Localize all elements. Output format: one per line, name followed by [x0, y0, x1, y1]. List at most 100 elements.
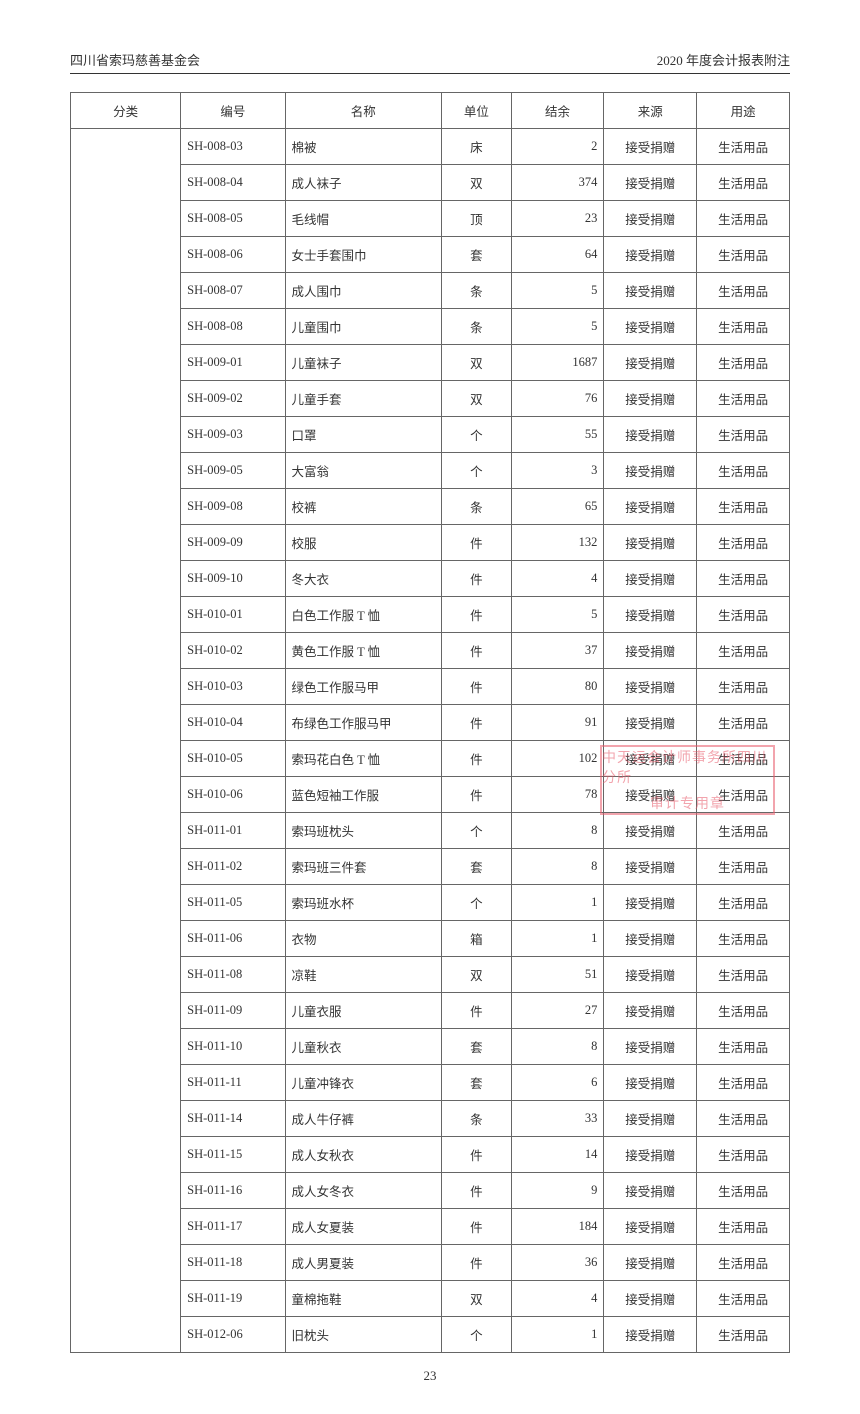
cell-name: 儿童袜子 — [285, 345, 442, 381]
cell-usage: 生活用品 — [697, 165, 790, 201]
cell-name: 冬大衣 — [285, 561, 442, 597]
cell-usage: 生活用品 — [697, 741, 790, 777]
cell-usage: 生活用品 — [697, 273, 790, 309]
cell-code: SH-011-10 — [181, 1029, 285, 1065]
cell-usage: 生活用品 — [697, 957, 790, 993]
cell-balance: 36 — [511, 1245, 604, 1281]
cell-usage: 生活用品 — [697, 705, 790, 741]
cell-balance: 91 — [511, 705, 604, 741]
cell-name: 校服 — [285, 525, 442, 561]
cell-balance: 5 — [511, 273, 604, 309]
cell-code: SH-011-05 — [181, 885, 285, 921]
cell-unit: 条 — [442, 489, 512, 525]
cell-usage: 生活用品 — [697, 669, 790, 705]
cell-balance: 1 — [511, 921, 604, 957]
cell-balance: 9 — [511, 1173, 604, 1209]
cell-usage: 生活用品 — [697, 597, 790, 633]
cell-code: SH-011-19 — [181, 1281, 285, 1317]
cell-unit: 个 — [442, 417, 512, 453]
cell-source: 接受捐赠 — [604, 165, 697, 201]
cell-source: 接受捐赠 — [604, 849, 697, 885]
cell-category — [71, 129, 181, 1353]
cell-unit: 件 — [442, 1137, 512, 1173]
table-header-row: 分类 编号 名称 单位 结余 来源 用途 — [71, 93, 790, 129]
cell-unit: 双 — [442, 165, 512, 201]
cell-name: 儿童衣服 — [285, 993, 442, 1029]
cell-source: 接受捐赠 — [604, 1137, 697, 1173]
cell-name: 成人袜子 — [285, 165, 442, 201]
cell-source: 接受捐赠 — [604, 237, 697, 273]
cell-balance: 51 — [511, 957, 604, 993]
cell-name: 成人围巾 — [285, 273, 442, 309]
cell-usage: 生活用品 — [697, 1209, 790, 1245]
cell-name: 成人女秋衣 — [285, 1137, 442, 1173]
cell-code: SH-011-08 — [181, 957, 285, 993]
cell-balance: 27 — [511, 993, 604, 1029]
cell-source: 接受捐赠 — [604, 381, 697, 417]
cell-code: SH-011-18 — [181, 1245, 285, 1281]
cell-name: 衣物 — [285, 921, 442, 957]
cell-unit: 床 — [442, 129, 512, 165]
cell-code: SH-009-02 — [181, 381, 285, 417]
cell-source: 接受捐赠 — [604, 705, 697, 741]
cell-source: 接受捐赠 — [604, 1317, 697, 1353]
cell-unit: 件 — [442, 669, 512, 705]
cell-usage: 生活用品 — [697, 1137, 790, 1173]
cell-source: 接受捐赠 — [604, 633, 697, 669]
cell-code: SH-011-17 — [181, 1209, 285, 1245]
cell-balance: 184 — [511, 1209, 604, 1245]
cell-unit: 个 — [442, 885, 512, 921]
cell-usage: 生活用品 — [697, 1029, 790, 1065]
cell-usage: 生活用品 — [697, 885, 790, 921]
cell-source: 接受捐赠 — [604, 345, 697, 381]
cell-name: 索玛班水杯 — [285, 885, 442, 921]
cell-unit: 双 — [442, 345, 512, 381]
cell-name: 儿童手套 — [285, 381, 442, 417]
cell-unit: 件 — [442, 777, 512, 813]
cell-balance: 1687 — [511, 345, 604, 381]
cell-source: 接受捐赠 — [604, 1173, 697, 1209]
header-right: 2020 年度会计报表附注 — [657, 50, 790, 69]
cell-unit: 箱 — [442, 921, 512, 957]
cell-usage: 生活用品 — [697, 525, 790, 561]
cell-source: 接受捐赠 — [604, 1245, 697, 1281]
cell-balance: 80 — [511, 669, 604, 705]
cell-usage: 生活用品 — [697, 921, 790, 957]
table-row: SH-008-03棉被床2接受捐赠生活用品 — [71, 129, 790, 165]
cell-unit: 件 — [442, 525, 512, 561]
cell-source: 接受捐赠 — [604, 777, 697, 813]
cell-code: SH-011-16 — [181, 1173, 285, 1209]
cell-source: 接受捐赠 — [604, 921, 697, 957]
cell-name: 绿色工作服马甲 — [285, 669, 442, 705]
cell-usage: 生活用品 — [697, 1173, 790, 1209]
cell-unit: 双 — [442, 381, 512, 417]
cell-unit: 件 — [442, 741, 512, 777]
cell-balance: 33 — [511, 1101, 604, 1137]
cell-code: SH-011-02 — [181, 849, 285, 885]
cell-code: SH-008-06 — [181, 237, 285, 273]
cell-balance: 8 — [511, 813, 604, 849]
cell-usage: 生活用品 — [697, 417, 790, 453]
page-number: 23 — [70, 1368, 790, 1384]
cell-balance: 1 — [511, 1317, 604, 1353]
cell-source: 接受捐赠 — [604, 957, 697, 993]
header-left: 四川省索玛慈善基金会 — [70, 50, 200, 69]
cell-unit: 件 — [442, 633, 512, 669]
cell-usage: 生活用品 — [697, 1281, 790, 1317]
cell-name: 黄色工作服 T 恤 — [285, 633, 442, 669]
cell-balance: 23 — [511, 201, 604, 237]
cell-balance: 8 — [511, 1029, 604, 1065]
cell-code: SH-008-07 — [181, 273, 285, 309]
page-header: 四川省索玛慈善基金会 2020 年度会计报表附注 — [70, 50, 790, 74]
cell-source: 接受捐赠 — [604, 597, 697, 633]
cell-source: 接受捐赠 — [604, 525, 697, 561]
cell-balance: 76 — [511, 381, 604, 417]
cell-usage: 生活用品 — [697, 1245, 790, 1281]
cell-code: SH-008-05 — [181, 201, 285, 237]
cell-usage: 生活用品 — [697, 993, 790, 1029]
cell-name: 成人男夏装 — [285, 1245, 442, 1281]
cell-source: 接受捐赠 — [604, 813, 697, 849]
cell-balance: 102 — [511, 741, 604, 777]
cell-name: 索玛花白色 T 恤 — [285, 741, 442, 777]
cell-unit: 件 — [442, 993, 512, 1029]
